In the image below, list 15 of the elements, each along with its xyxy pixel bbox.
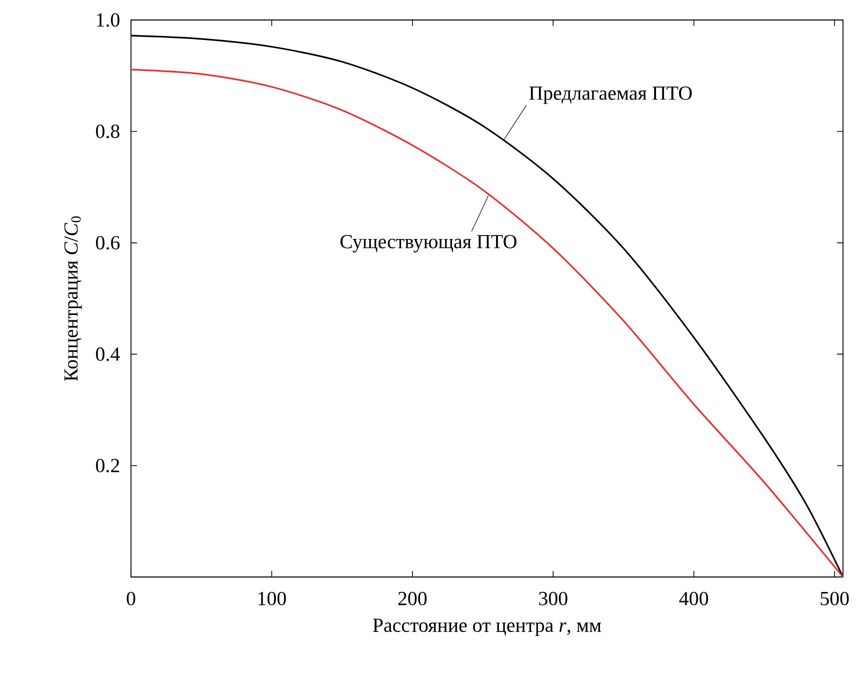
y-tick-label: 1.0 [97,13,120,27]
x-tick-label: 300 [539,592,568,606]
annotation: Существующая ПТО [340,234,516,252]
y-tick-label: 0.8 [96,124,120,138]
y-tick-label: 0.2 [96,458,120,472]
x-tick-label: 100 [258,592,286,606]
x-axis-title: Расстояние от центра r, мм [372,618,602,636]
y-axis-title: Концентрация C/C$_{0}$ [64,216,82,382]
y-tick-label: 0.4 [96,347,120,361]
x-tick-label: 0 [126,592,136,606]
x-tick-label: 400 [679,592,708,606]
annotation: Предлагаемая ПТО [529,86,692,104]
y-tick-label: 0.6 [96,236,120,250]
x-tick-label: 500 [820,592,849,606]
x-tick-label: 200 [398,592,427,606]
